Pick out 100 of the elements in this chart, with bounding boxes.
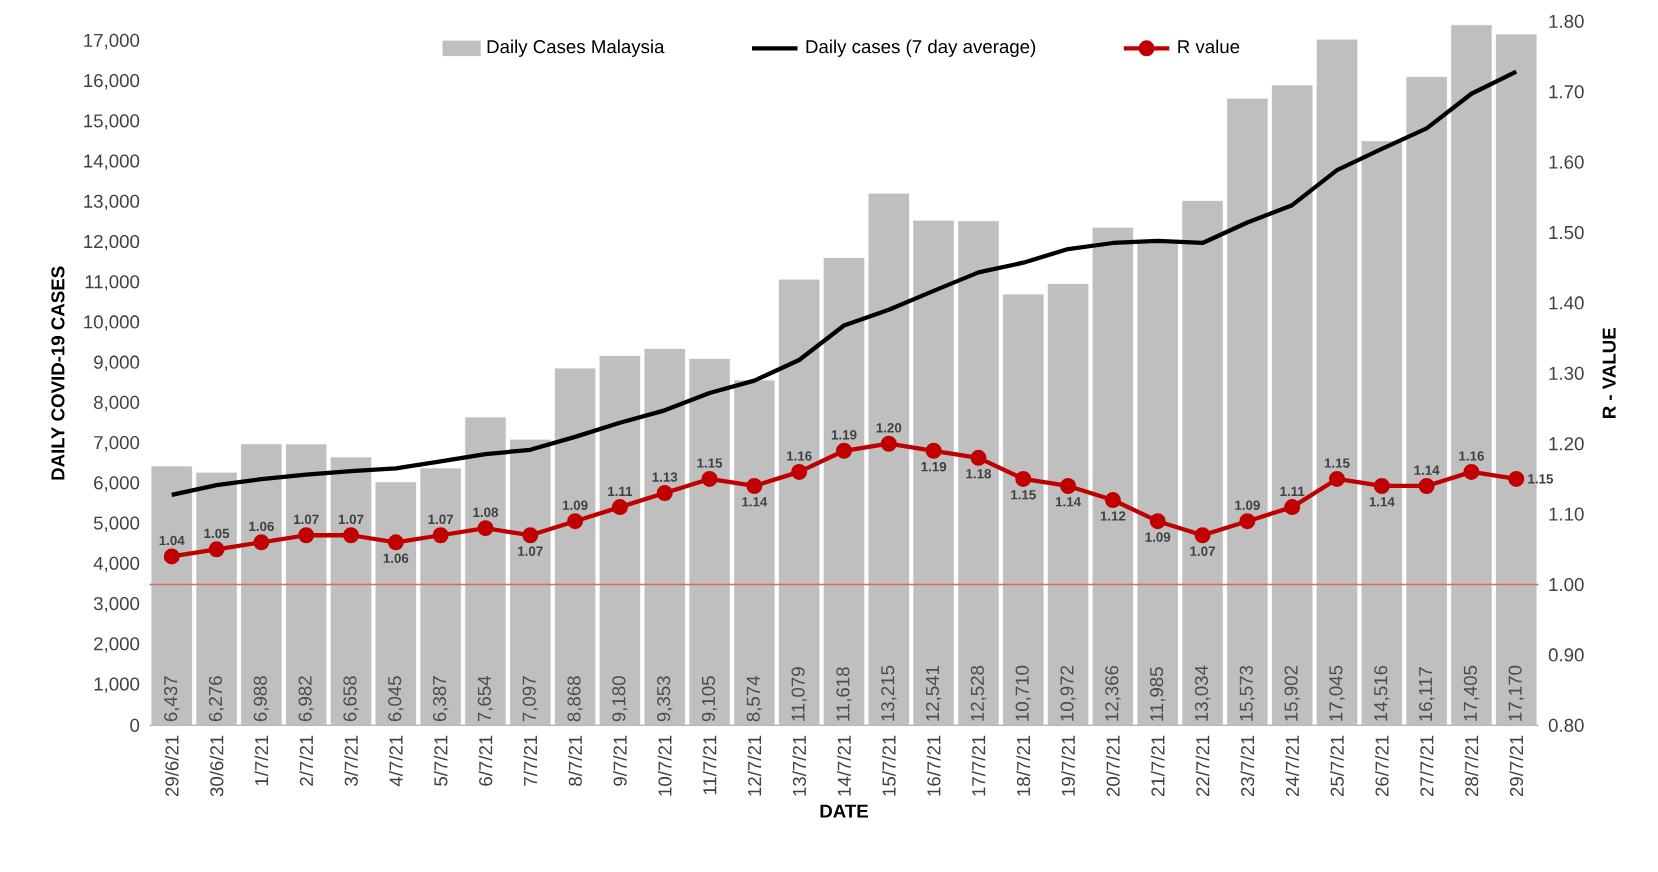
- y2-tick-label: 1.50: [1549, 225, 1584, 240]
- y-tick-label: 10,000: [84, 315, 140, 331]
- data-label: 13,215: [881, 665, 897, 721]
- data-label: 12,366: [1105, 665, 1121, 721]
- point: [567, 513, 584, 530]
- point: [432, 527, 449, 544]
- data-label: 8,868: [567, 676, 583, 722]
- point: [387, 534, 404, 551]
- data-label: 9,353: [657, 676, 673, 722]
- point: [1284, 499, 1301, 516]
- x-tick-label: 16/7/21: [926, 735, 941, 796]
- data-label: 6,982: [298, 676, 314, 722]
- data-label: 12,541: [925, 665, 942, 721]
- data-label: 14,516: [1374, 665, 1390, 721]
- y-axis-title: DAILY COVID-19 CASES: [51, 266, 65, 480]
- x-tick-label: 18/7/21: [1016, 735, 1031, 796]
- x-tick-label: 4/7/21: [388, 735, 403, 787]
- point: [1015, 470, 1032, 487]
- point: [1328, 470, 1345, 487]
- data-label: 6,387: [432, 676, 449, 722]
- point: [343, 527, 360, 544]
- data-label: 11,079: [791, 667, 807, 721]
- x-tick-label: 26/7/21: [1374, 735, 1389, 797]
- y2-tick-label: 1.20: [1549, 437, 1584, 451]
- point: [880, 435, 897, 452]
- x-tick-label: 6/7/21: [478, 735, 493, 786]
- x-tick-label: 25/7/21: [1330, 735, 1344, 797]
- x-tick-label: 11/7/21: [702, 735, 717, 795]
- point: [1373, 477, 1390, 494]
- data-label: 6,276: [208, 676, 225, 722]
- y-tick-label: 12,000: [84, 234, 140, 251]
- x-tick-label: 9/7/21: [613, 735, 627, 786]
- x-tick-label: 17/7/21: [971, 735, 986, 796]
- x-tick-label: 21/7/21: [1150, 735, 1165, 797]
- y-tick-label: 4,000: [93, 556, 140, 573]
- x-tick-label: 1/7/21: [254, 735, 269, 786]
- data-label: 6,437: [164, 676, 180, 722]
- point: [1418, 477, 1435, 494]
- data-label: 17,405: [1463, 665, 1480, 721]
- point: [746, 477, 763, 494]
- data-label: 11,985: [1150, 667, 1166, 721]
- x-tick-label: 13/7/21: [792, 735, 807, 796]
- y-tick-label: 8,000: [93, 395, 140, 412]
- legend-label: R value: [1178, 39, 1240, 54]
- data-label: 12,528: [970, 665, 987, 721]
- data-label: 6,988: [253, 676, 270, 722]
- data-label: 8,574: [746, 675, 763, 722]
- point: [298, 527, 315, 544]
- point: [477, 520, 494, 537]
- data-label: 17,045: [1329, 665, 1345, 721]
- x-tick-label: 14/7/21: [837, 735, 851, 796]
- y-tick-label: 3,000: [93, 596, 140, 613]
- y2-tick-label: 1.40: [1549, 296, 1584, 310]
- y-tick-label: 5,000: [93, 516, 140, 532]
- data-label: 9,105: [701, 676, 718, 722]
- y2-tick-label: 1.60: [1549, 155, 1584, 169]
- x-tick-label: 29/7/21: [1509, 735, 1524, 797]
- data-label: 7,097: [522, 676, 538, 722]
- y2-tick-label: 1.30: [1549, 366, 1584, 380]
- y-tick-label: 15,000: [84, 114, 140, 130]
- data-label: 10,972: [1060, 665, 1076, 721]
- y-tick-label: 6,000: [94, 476, 140, 492]
- point: [1104, 492, 1121, 509]
- point: [522, 527, 539, 544]
- point: [791, 463, 808, 480]
- y-tick-label: 14,000: [84, 154, 140, 170]
- x-tick-label: 30/6/21: [209, 735, 224, 797]
- point: [701, 470, 718, 487]
- x-tick-label: 10/7/21: [657, 735, 672, 796]
- y-tick-label: 11,000: [85, 275, 140, 291]
- y-tick-label: 2,000: [94, 637, 140, 653]
- point: [836, 442, 853, 459]
- x-tick-label: 8/7/21: [568, 735, 582, 786]
- legend-label: Daily cases (7 day average): [806, 39, 1036, 57]
- x-tick-label: 3/7/21: [344, 735, 358, 786]
- x-tick-label: 20/7/21: [1106, 735, 1120, 797]
- y-tick-label: 0: [130, 718, 140, 732]
- point: [1194, 527, 1211, 544]
- data-label: 13,034: [1194, 665, 1211, 721]
- data-label: 15,573: [1239, 665, 1256, 721]
- x-tick-label: 7/7/21: [523, 735, 538, 786]
- data-label: 11,618: [836, 667, 852, 721]
- point: [253, 534, 270, 551]
- point: [925, 442, 942, 459]
- y2-tick-label: 0.90: [1548, 648, 1584, 662]
- legend-label: Daily Cases Malaysia: [487, 39, 665, 57]
- y-tick-label: 9,000: [94, 355, 140, 371]
- y2-tick-label: 1.00: [1549, 577, 1584, 592]
- data-label: 7,654: [477, 675, 494, 722]
- point: [1239, 513, 1256, 530]
- y2-tick-label: 0.80: [1548, 718, 1584, 732]
- point: [163, 548, 180, 565]
- y2-tick-label: 1.10: [1549, 507, 1584, 521]
- point: [1463, 463, 1480, 480]
- point: [970, 449, 987, 466]
- x-tick-label: 2/7/21: [299, 735, 314, 786]
- x-tick-label: 23/7/21: [1240, 735, 1255, 797]
- data-label: 15,902: [1284, 665, 1300, 721]
- y-tick-label: 13,000: [84, 194, 140, 211]
- x-tick-label: 15/7/21: [881, 735, 896, 796]
